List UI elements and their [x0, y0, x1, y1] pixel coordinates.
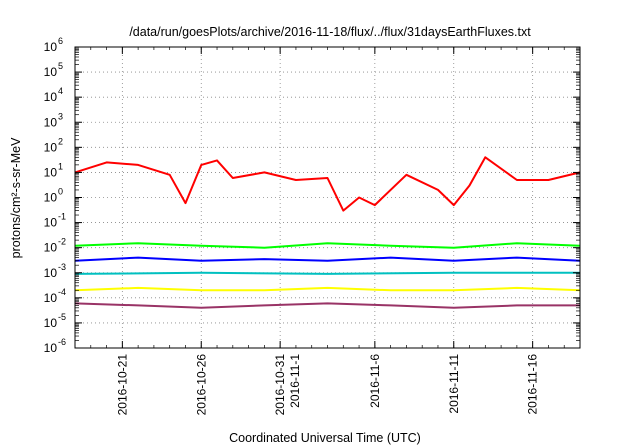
y-tick-exponent: 4: [58, 86, 63, 96]
series-line-2: [74, 242, 581, 249]
y-tick-label: 10: [44, 40, 58, 54]
y-tick-exponent: 3: [58, 111, 63, 121]
y-tick-label: 10: [44, 115, 58, 129]
x-tick-label: 2016-10-21: [115, 354, 129, 416]
x-tick-label: 2016-11-16: [526, 354, 540, 415]
y-tick-label: 10: [44, 191, 58, 205]
y-tick-exponent: 5: [58, 61, 63, 71]
y-tick-label: 10: [44, 316, 58, 330]
x-tick-label: 2016-10-31: [273, 354, 287, 416]
y-tick-label: 10: [44, 65, 58, 79]
x-axis-ticks: 2016-10-21 2016-10-26 2016-10-31 2016-11-1 2…: [90, 47, 565, 416]
series-line-3: [74, 256, 581, 262]
y-tick-label: 10: [44, 241, 58, 255]
y-tick-exponent: 1: [58, 161, 63, 171]
y-tick-exponent: 6: [58, 36, 63, 46]
y-tick-label: 10: [44, 90, 58, 104]
y-tick-label: 10: [44, 216, 58, 230]
y-tick-exponent: -1: [58, 212, 66, 222]
y-tick-exponent: 2: [58, 136, 63, 146]
y-tick-exponent: -2: [58, 237, 66, 247]
x-tick-label: 2016-10-26: [194, 354, 208, 416]
chart-title: /data/run/goesPlots/archive/2016-11-18/f…: [129, 25, 531, 39]
series-line-1: [74, 156, 581, 212]
x-tick-label: 2016-11-11: [447, 354, 461, 414]
y-tick-exponent: -5: [58, 312, 66, 322]
y-tick-label: 10: [44, 341, 58, 355]
x-tick-label: 2016-11-1: [288, 354, 302, 408]
series-line-6: [74, 302, 580, 309]
x-tick-label: 2016-11-6: [368, 354, 382, 408]
y-tick-label: 10: [44, 140, 58, 154]
x-axis-label: Coordinated Universal Time (UTC): [229, 431, 421, 445]
series-line-4: [74, 271, 580, 275]
y-tick-exponent: -4: [58, 287, 66, 297]
y-tick-label: 10: [44, 266, 58, 280]
y-tick-label: 10: [44, 291, 58, 305]
y-tick-exponent: -3: [58, 262, 66, 272]
y-axis-label: protons/cm²-s-sr-MeV: [9, 137, 23, 259]
series-lines: [74, 156, 581, 309]
y-axis-ticks: 10 -610 -510 -410 -310 -210 -110 010 110 210 310 41…: [44, 36, 580, 355]
y-tick-label: 10: [44, 165, 58, 179]
y-tick-exponent: -6: [58, 337, 66, 347]
y-tick-exponent: 0: [58, 187, 63, 197]
series-line-5: [74, 286, 581, 292]
